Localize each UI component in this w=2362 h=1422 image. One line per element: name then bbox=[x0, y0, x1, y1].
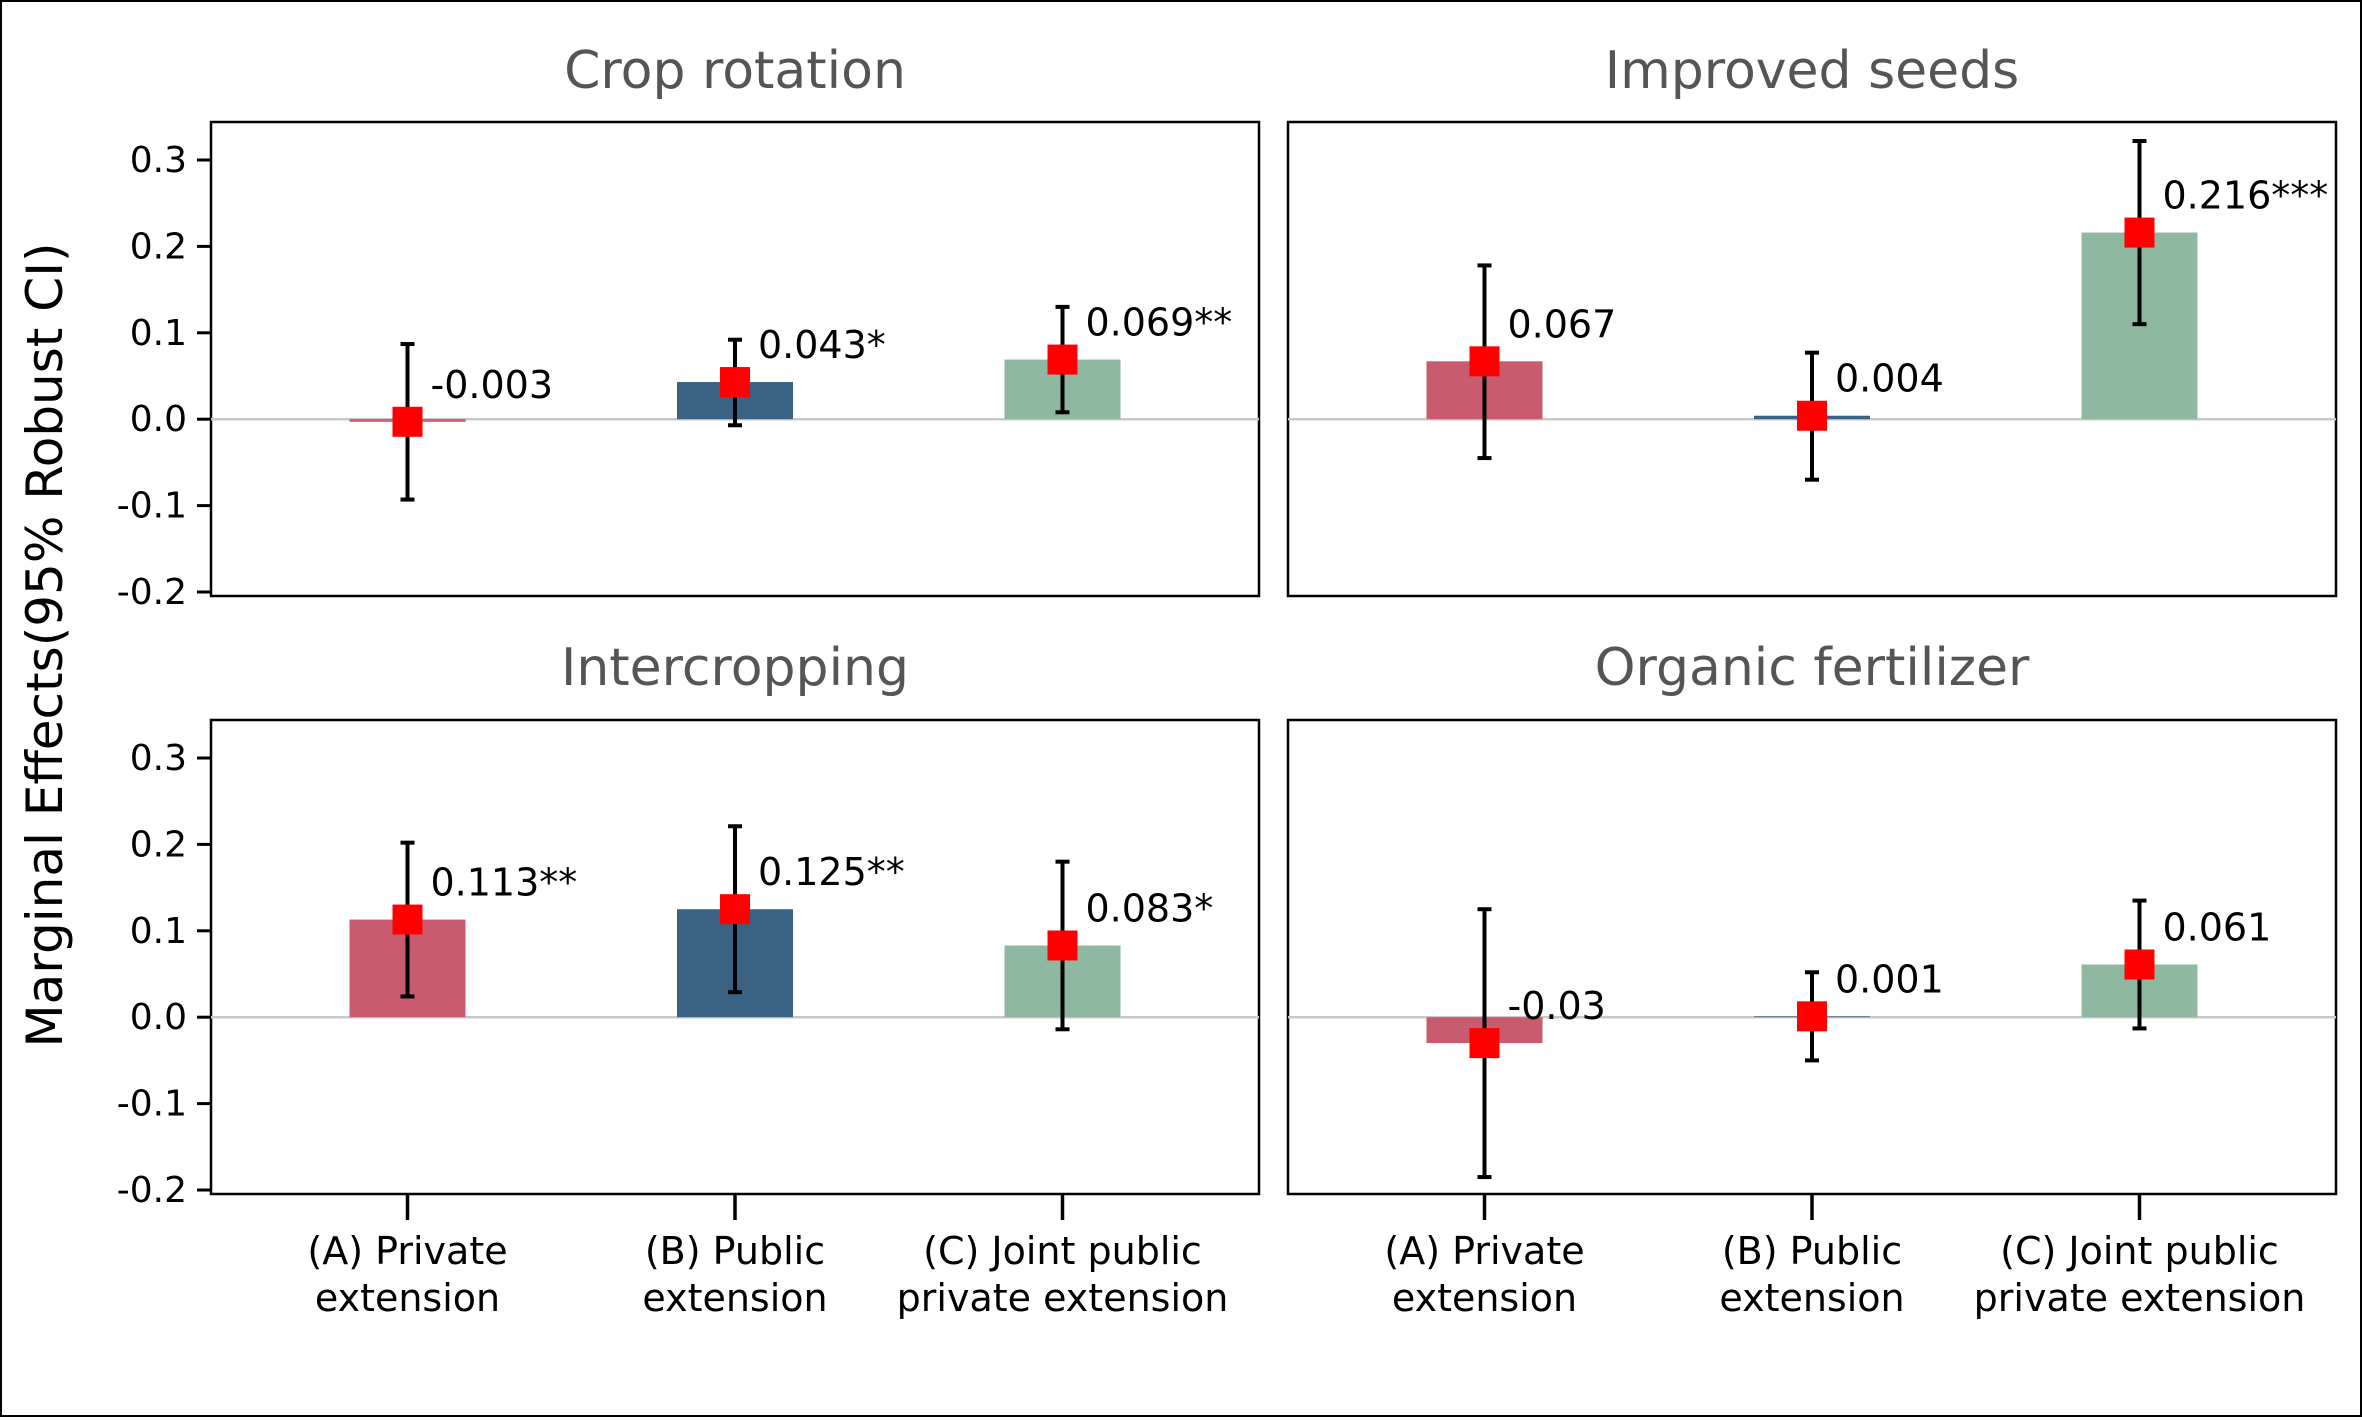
x-tick-label: private extension bbox=[1974, 1276, 2306, 1320]
point-marker bbox=[720, 367, 750, 398]
point-marker bbox=[392, 406, 423, 437]
point-marker bbox=[720, 894, 750, 925]
y-tick-label: -0.1 bbox=[117, 486, 187, 527]
x-tick-label: extension bbox=[1392, 1276, 1577, 1320]
point-marker bbox=[2124, 217, 2155, 248]
y-tick-label: 0.0 bbox=[130, 399, 187, 440]
value-label: 0.043* bbox=[758, 323, 886, 367]
point-marker bbox=[1469, 1028, 1500, 1059]
plot-frame bbox=[1286, 120, 2338, 598]
y-tick-label: -0.2 bbox=[117, 572, 187, 613]
value-label: 0.061 bbox=[2163, 905, 2272, 949]
x-tick-label: (C) Joint public bbox=[923, 1229, 1202, 1273]
y-tick-label: 0.0 bbox=[130, 997, 187, 1038]
panel-title: Improved seeds bbox=[1605, 41, 2020, 101]
x-tick-label: (C) Joint public bbox=[2000, 1229, 2279, 1273]
value-label: -0.003 bbox=[431, 363, 554, 407]
x-tick-label: extension bbox=[1719, 1276, 1904, 1320]
y-tick-label: 0.1 bbox=[130, 313, 187, 354]
point-marker bbox=[1469, 346, 1500, 377]
point-marker bbox=[392, 904, 423, 935]
x-tick-label: (A) Private bbox=[1384, 1229, 1584, 1273]
panel-title: Crop rotation bbox=[564, 41, 906, 101]
value-label: 0.069** bbox=[1086, 301, 1233, 345]
y-tick-label: 0.1 bbox=[130, 911, 187, 952]
point-marker bbox=[1047, 930, 1078, 961]
y-axis-label: Marginal Effects(95% Robust CI) bbox=[16, 243, 74, 1048]
x-tick-label: extension bbox=[642, 1276, 827, 1320]
value-label: 0.113** bbox=[431, 861, 578, 905]
x-tick-label: extension bbox=[315, 1276, 500, 1320]
point-marker bbox=[1797, 1001, 1827, 1032]
x-tick-label: (A) Private bbox=[307, 1229, 507, 1273]
point-marker bbox=[1047, 344, 1078, 375]
value-label: 0.001 bbox=[1835, 957, 1944, 1001]
value-label: -0.03 bbox=[1508, 984, 1606, 1028]
y-tick-label: 0.3 bbox=[130, 140, 187, 181]
value-label: 0.004 bbox=[1835, 357, 1944, 401]
x-tick-label: (B) Public bbox=[1722, 1229, 1902, 1273]
x-tick-label: private extension bbox=[897, 1276, 1229, 1320]
y-tick-label: 0.2 bbox=[130, 226, 187, 267]
plot-frame bbox=[209, 120, 1261, 598]
value-label: 0.216*** bbox=[2163, 174, 2329, 218]
panel-title: Intercropping bbox=[561, 638, 909, 698]
point-marker bbox=[1797, 400, 1827, 431]
value-label: 0.083* bbox=[1086, 886, 1214, 930]
point-marker bbox=[2124, 949, 2155, 980]
y-tick-label: -0.1 bbox=[117, 1084, 187, 1125]
value-label: 0.067 bbox=[1508, 302, 1617, 346]
panel-title: Organic fertilizer bbox=[1595, 638, 2030, 698]
x-tick-label: (B) Public bbox=[645, 1229, 825, 1273]
y-tick-label: -0.2 bbox=[117, 1170, 187, 1211]
y-tick-label: 0.3 bbox=[130, 738, 187, 779]
value-label: 0.125** bbox=[758, 850, 905, 894]
y-tick-label: 0.2 bbox=[130, 824, 187, 865]
